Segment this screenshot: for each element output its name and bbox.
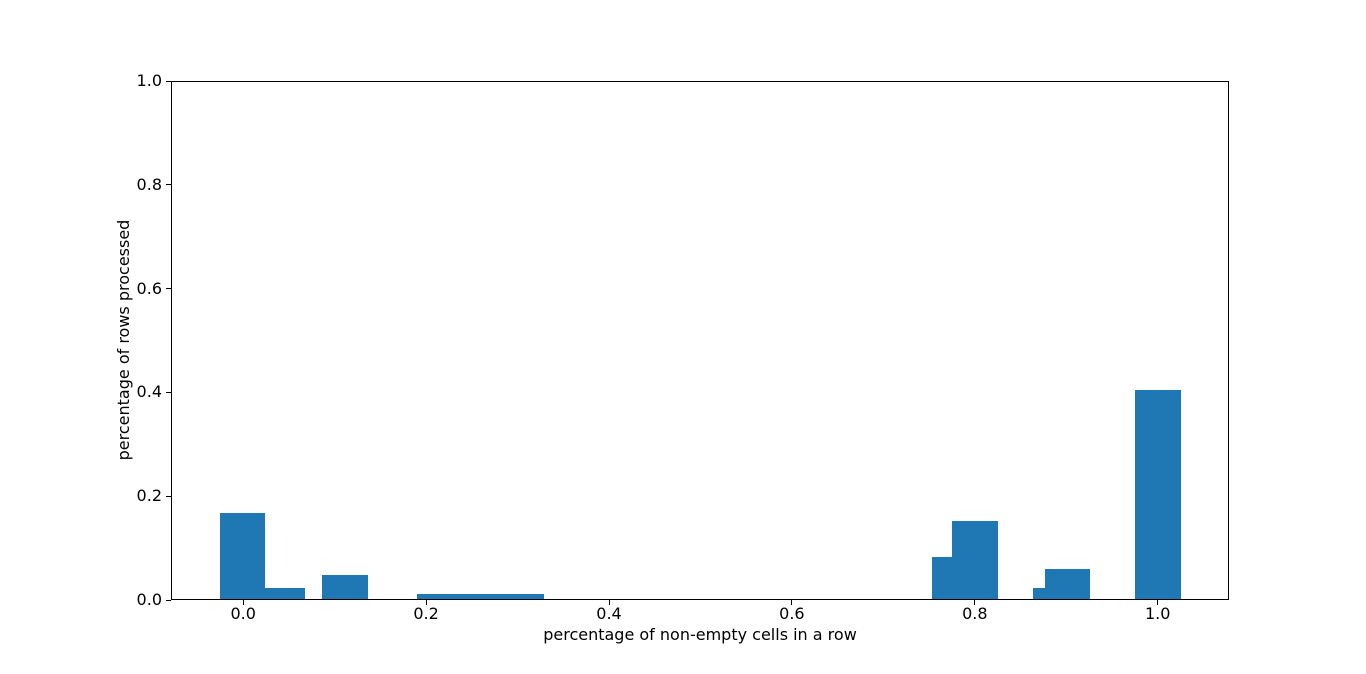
y-tick-mark — [166, 599, 171, 601]
x-tick-label: 0.2 — [413, 604, 439, 623]
x-tick-mark — [608, 600, 610, 605]
y-tick-mark — [166, 184, 171, 186]
x-tick-mark — [791, 600, 793, 605]
x-tick-label: 0.6 — [779, 604, 805, 623]
x-tick-label: 0.8 — [962, 604, 988, 623]
y-tick-label: 1.0 — [136, 71, 162, 90]
histogram-bar — [1045, 568, 1090, 599]
histogram-bar — [321, 575, 368, 599]
histogram-bar — [1033, 588, 1046, 599]
histogram-bar — [931, 557, 952, 599]
x-tick-mark — [1157, 600, 1159, 605]
plot-area — [171, 81, 1229, 600]
y-tick-mark — [166, 391, 171, 393]
x-axis-label: percentage of non-empty cells in a row — [543, 625, 857, 644]
y-axis-label: percentage of rows processed — [114, 219, 133, 461]
x-tick-label: 0.0 — [230, 604, 256, 623]
x-tick-mark — [974, 600, 976, 605]
x-tick-mark — [425, 600, 427, 605]
histogram-bar — [951, 520, 998, 599]
y-tick-mark — [166, 80, 171, 82]
y-tick-label: 0.8 — [136, 174, 162, 194]
x-tick-label: 1.0 — [1144, 604, 1171, 623]
y-tick-label: 0.2 — [136, 486, 162, 506]
y-tick-mark — [166, 288, 171, 290]
y-tick-mark — [166, 495, 171, 497]
y-tick-label: 0.6 — [136, 278, 162, 298]
x-tick-label: 0.4 — [596, 604, 622, 623]
y-tick-label: 0.4 — [136, 382, 162, 402]
histogram-bar — [417, 593, 545, 599]
histogram-bar — [219, 512, 266, 599]
y-tick-label: 0.0 — [136, 590, 162, 609]
x-tick-mark — [242, 600, 244, 605]
histogram-bar — [265, 588, 306, 599]
histogram-bar — [1134, 390, 1182, 599]
